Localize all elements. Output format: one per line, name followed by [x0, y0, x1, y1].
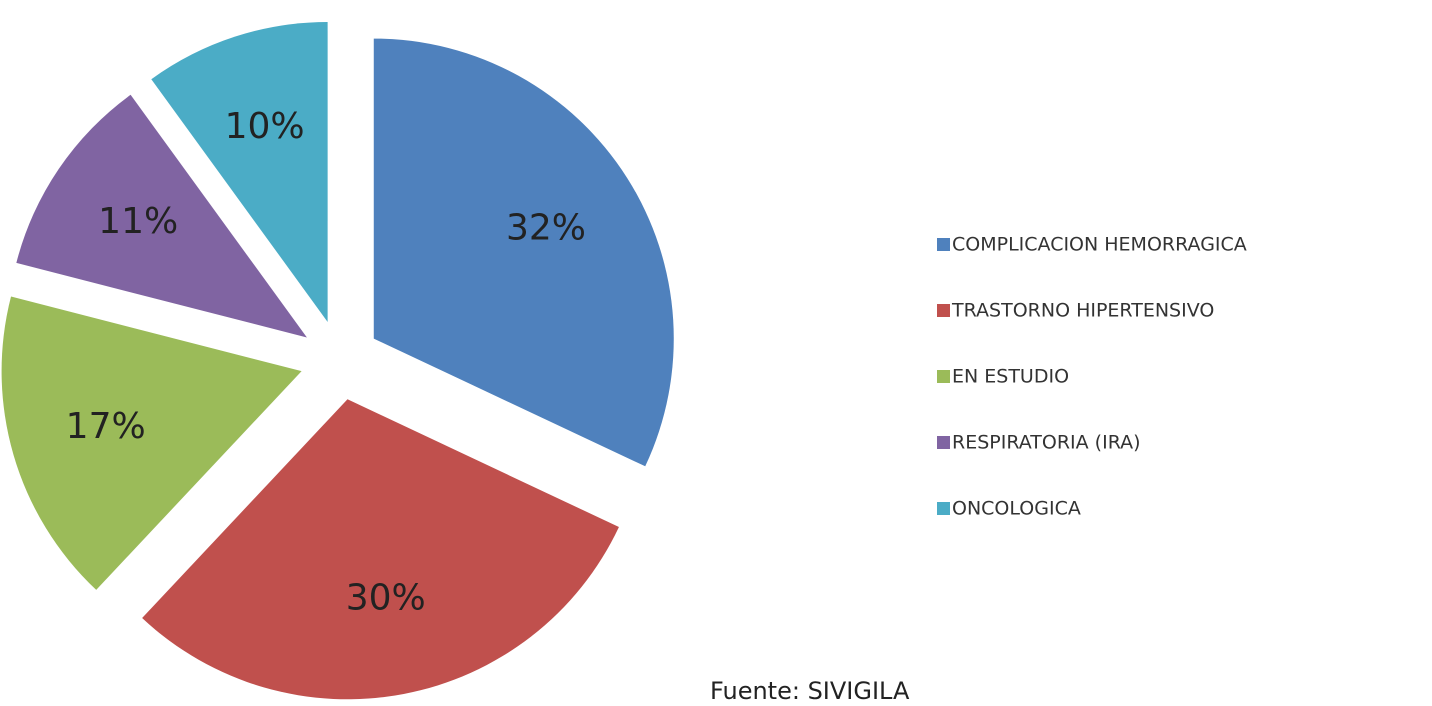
legend-swatch — [937, 502, 950, 515]
data-label: 30% — [346, 578, 426, 619]
pie-slice — [142, 399, 619, 700]
pie-slice — [1, 296, 302, 590]
pie-slice — [16, 94, 307, 338]
legend-label: COMPLICACION HEMORRAGICA — [952, 234, 1247, 256]
pie-slice — [151, 21, 328, 322]
legend-swatch — [937, 304, 950, 317]
data-label: 32% — [506, 207, 586, 248]
data-label: 10% — [225, 106, 305, 147]
data-label: 17% — [66, 406, 146, 447]
data-label: 11% — [98, 201, 178, 242]
legend-swatch — [937, 238, 950, 251]
legend-label: RESPIRATORIA (IRA) — [952, 432, 1141, 454]
legend-label: TRASTORNO HIPERTENSIVO — [951, 300, 1214, 322]
legend-label: ONCOLOGICA — [952, 498, 1081, 520]
legend-swatch — [937, 370, 950, 383]
legend-swatch — [937, 436, 950, 449]
legend-label: EN ESTUDIO — [952, 366, 1069, 388]
pie-slice — [373, 38, 674, 467]
source: Fuente: SIVIGILA — [710, 677, 910, 705]
